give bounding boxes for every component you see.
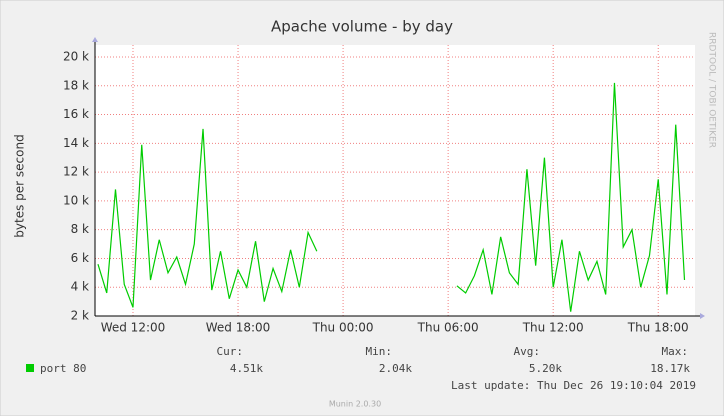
y-tick-label: 14 k: [63, 136, 89, 150]
x-tick-label: Thu 00:00: [312, 321, 374, 335]
y-tick-label: 8 k: [71, 222, 89, 236]
y-arrow: [92, 37, 98, 42]
series-line: [97, 128, 318, 308]
y-tick-label: 16 k: [63, 107, 89, 121]
legend-header: Max:: [662, 345, 689, 358]
legend-value: 2.04k: [379, 362, 412, 375]
x-tick-label: Thu 12:00: [522, 321, 584, 335]
legend-value: 18.17k: [650, 362, 690, 375]
x-tick-label: Thu 06:00: [417, 321, 479, 335]
y-tick-label: 20 k: [63, 50, 89, 64]
legend-header: Avg:: [514, 345, 541, 358]
footer: Munin 2.0.30: [329, 400, 381, 409]
plot: [97, 82, 686, 312]
y-tick-label: 12 k: [63, 165, 89, 179]
legend-header: Min:: [366, 345, 393, 358]
last-update: Last update: Thu Dec 26 19:10:04 2019: [451, 379, 696, 392]
legend: port 80 Cur: Min: Avg: Max: 4.51k 2.04k …: [26, 345, 696, 392]
side-note: RRDTOOL / TOBI OETIKER: [707, 32, 717, 148]
y-tick-label: 6 k: [71, 251, 89, 265]
legend-header: Cur:: [217, 345, 244, 358]
x-tick-label: Wed 12:00: [101, 321, 166, 335]
plot-area: [95, 45, 695, 316]
x-tick-label: Thu 18:00: [627, 321, 689, 335]
y-tick-label: 4 k: [71, 280, 89, 294]
series-line: [456, 82, 686, 312]
legend-name: port 80: [40, 362, 86, 375]
legend-value: 5.20k: [529, 362, 562, 375]
x-arrow: [700, 313, 705, 319]
y-tick-label: 10 k: [63, 193, 89, 207]
y-tick-label: 2 k: [71, 309, 89, 323]
y-tick-label: 18 k: [63, 78, 89, 92]
grid: 2 k 4 k 6 k 8 k 10 k 12 k 14 k 16 k 18 k 20 k Wed …: [63, 45, 695, 335]
x-tick-label: Wed 18:00: [206, 321, 271, 335]
chart-title: Apache volume - by day: [271, 18, 453, 36]
legend-value: 4.51k: [230, 362, 263, 375]
legend-swatch: [26, 364, 34, 372]
y-axis-label: bytes per second: [13, 134, 27, 237]
